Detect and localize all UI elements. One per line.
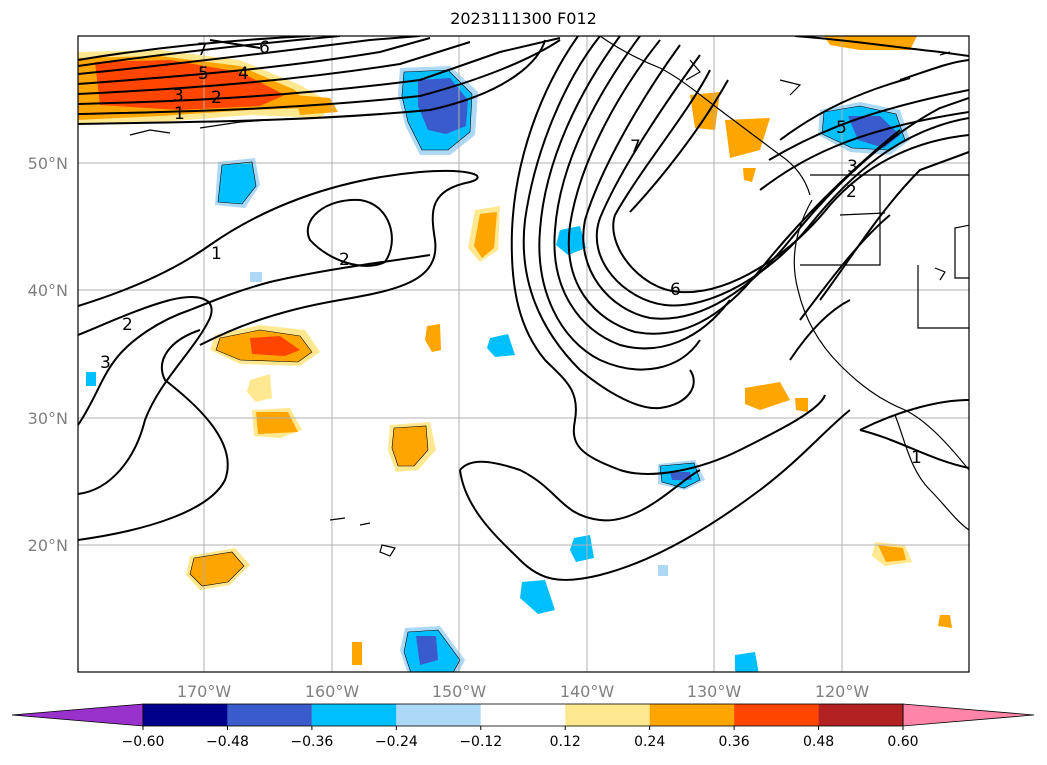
colorbar-swatch bbox=[143, 704, 228, 726]
colorbar-tick-label: 0.36 bbox=[719, 734, 750, 750]
positive-anomaly-shading bbox=[78, 36, 952, 665]
contour-label: 6 bbox=[259, 38, 270, 58]
contour-label: 3 bbox=[847, 157, 858, 177]
colorbar-tick-label: 0.48 bbox=[803, 734, 834, 750]
contour-label: 7 bbox=[630, 137, 641, 157]
contour-label: 5 bbox=[198, 64, 209, 84]
colorbar-extend-high bbox=[902, 703, 1035, 727]
colorbar: −0.60 −0.48 −0.36 −0.24 −0.12 0.12 0.24 0.36 0.4… bbox=[11, 703, 1035, 750]
contour-lines bbox=[78, 36, 969, 581]
colorbar-swatch bbox=[396, 704, 481, 726]
lon-label: 170°W bbox=[177, 682, 232, 701]
contour-labels: 7 6 5 4 3 2 1 1 2 2 3 7 6 5 3 2 1 bbox=[100, 38, 922, 468]
contour-label: 7 bbox=[197, 40, 208, 60]
lon-label: 150°W bbox=[432, 682, 487, 701]
colorbar-tick-label: −0.24 bbox=[375, 734, 418, 750]
colorbar-tick-label: −0.48 bbox=[206, 734, 249, 750]
lon-label: 130°W bbox=[687, 682, 742, 701]
colorbar-tick-label: −0.12 bbox=[459, 734, 502, 750]
coastlines bbox=[129, 36, 969, 557]
negative-anomaly-shading bbox=[86, 66, 910, 672]
colorbar-tick-label: 0.60 bbox=[887, 734, 918, 750]
lat-label: 30°N bbox=[28, 409, 68, 428]
latitude-labels: 50°N 40°N 30°N 20°N bbox=[28, 154, 68, 555]
colorbar-swatch bbox=[311, 704, 397, 726]
colorbar-swatch bbox=[480, 704, 566, 726]
colorbar-outline bbox=[142, 703, 904, 727]
contour-label: 1 bbox=[211, 244, 222, 264]
colorbar-tick-label: 0.24 bbox=[634, 734, 665, 750]
colorbar-swatch bbox=[227, 704, 312, 726]
longitude-labels: 170°W 160°W 150°W 140°W 130°W 120°W bbox=[177, 682, 870, 701]
lat-label: 20°N bbox=[28, 536, 68, 555]
shading-outlines bbox=[189, 69, 906, 672]
colorbar-swatch bbox=[565, 704, 650, 726]
lon-label: 160°W bbox=[305, 682, 360, 701]
lon-label: 120°W bbox=[815, 682, 870, 701]
contour-label: 2 bbox=[211, 88, 222, 108]
map-area: 7 6 5 4 3 2 1 1 2 2 3 7 6 5 3 2 1 bbox=[78, 36, 969, 672]
contour-label: 6 bbox=[670, 280, 681, 300]
map-title: 2023111300 F012 bbox=[450, 9, 597, 28]
contour-label: 2 bbox=[339, 250, 350, 270]
colorbar-swatch bbox=[818, 704, 903, 726]
lat-label: 50°N bbox=[28, 154, 68, 173]
colorbar-swatch bbox=[649, 704, 735, 726]
colorbar-tick-label: −0.60 bbox=[122, 734, 165, 750]
contour-label: 1 bbox=[174, 104, 185, 124]
lat-label: 40°N bbox=[28, 281, 68, 300]
colorbar-swatch bbox=[734, 704, 819, 726]
map-frame bbox=[77, 35, 970, 673]
contour-label: 5 bbox=[836, 118, 847, 138]
contour-label: 2 bbox=[122, 315, 133, 335]
contour-label: 3 bbox=[173, 86, 184, 106]
colorbar-tick-label: −0.36 bbox=[290, 734, 333, 750]
contour-label: 3 bbox=[100, 353, 111, 373]
colorbar-extend-low bbox=[11, 703, 144, 727]
contour-label: 1 bbox=[911, 448, 922, 468]
contour-label: 2 bbox=[846, 182, 857, 202]
lon-label: 140°W bbox=[560, 682, 615, 701]
graticule bbox=[78, 36, 969, 672]
contour-label: 4 bbox=[238, 64, 249, 84]
colorbar-tick-label: 0.12 bbox=[550, 734, 581, 750]
